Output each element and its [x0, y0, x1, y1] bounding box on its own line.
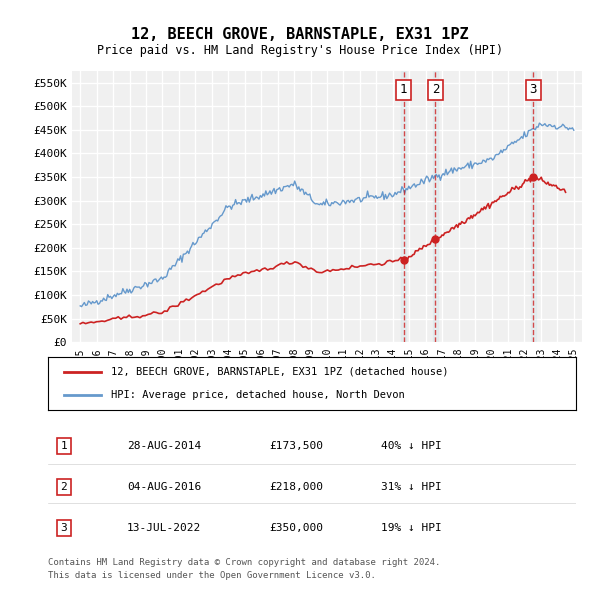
- Text: Contains HM Land Registry data © Crown copyright and database right 2024.: Contains HM Land Registry data © Crown c…: [48, 558, 440, 566]
- Text: 04-AUG-2016: 04-AUG-2016: [127, 482, 202, 492]
- Bar: [530, 71, 536, 342]
- Bar: [433, 71, 438, 342]
- Text: Price paid vs. HM Land Registry's House Price Index (HPI): Price paid vs. HM Land Registry's House …: [97, 44, 503, 57]
- Text: £173,500: £173,500: [270, 441, 324, 451]
- Text: HPI: Average price, detached house, North Devon: HPI: Average price, detached house, Nort…: [112, 390, 405, 400]
- Text: £350,000: £350,000: [270, 523, 324, 533]
- Text: 31% ↓ HPI: 31% ↓ HPI: [380, 482, 442, 492]
- Text: 12, BEECH GROVE, BARNSTAPLE, EX31 1PZ (detached house): 12, BEECH GROVE, BARNSTAPLE, EX31 1PZ (d…: [112, 367, 449, 377]
- Text: 40% ↓ HPI: 40% ↓ HPI: [380, 441, 442, 451]
- Text: This data is licensed under the Open Government Licence v3.0.: This data is licensed under the Open Gov…: [48, 571, 376, 580]
- Text: 3: 3: [61, 523, 67, 533]
- Text: 19% ↓ HPI: 19% ↓ HPI: [380, 523, 442, 533]
- Text: 28-AUG-2014: 28-AUG-2014: [127, 441, 202, 451]
- Text: 12, BEECH GROVE, BARNSTAPLE, EX31 1PZ: 12, BEECH GROVE, BARNSTAPLE, EX31 1PZ: [131, 27, 469, 41]
- Text: 1: 1: [61, 441, 67, 451]
- Text: 1: 1: [400, 83, 407, 96]
- Text: £218,000: £218,000: [270, 482, 324, 492]
- Bar: [401, 71, 406, 342]
- Text: 3: 3: [529, 83, 537, 96]
- Text: 2: 2: [61, 482, 67, 492]
- Text: 2: 2: [431, 83, 439, 96]
- Text: 13-JUL-2022: 13-JUL-2022: [127, 523, 202, 533]
